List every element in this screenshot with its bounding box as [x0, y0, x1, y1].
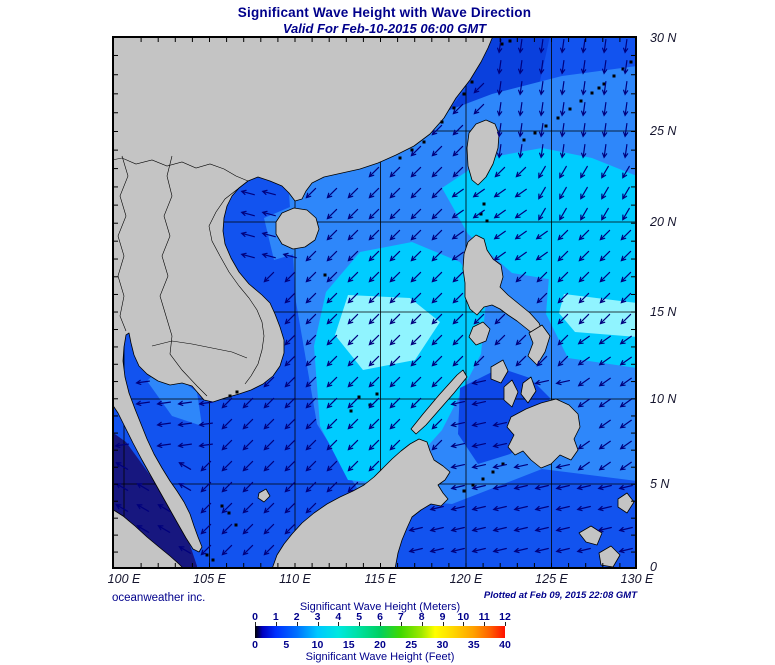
lon-label: 105 E: [193, 572, 226, 586]
legend-meters-tick: 3: [314, 611, 321, 623]
legend-feet-tick: 35: [467, 639, 480, 651]
legend-feet-tick: 20: [374, 639, 386, 651]
legend-tickmarks: [255, 622, 506, 626]
lon-label: 130 E: [620, 572, 654, 586]
lat-label: 10 N: [650, 392, 677, 406]
legend-meters-tick: 0: [252, 611, 258, 623]
legend-meters-tick: 1: [272, 611, 279, 623]
legend-meters-tick: 10: [457, 611, 470, 623]
credits-text: oceanweather inc.: [112, 592, 206, 604]
map-canvas: [112, 36, 637, 569]
legend-meters-tick: 2: [293, 611, 300, 623]
legend-feet-label: Significant Wave Height (Feet): [305, 651, 455, 663]
legend-meters-label: Significant Wave Height (Meters): [299, 601, 461, 613]
page-title: Significant Wave Height with Wave Direct…: [237, 5, 532, 20]
page-subtitle: Valid For Feb-10-2015 06:00 GMT: [282, 21, 487, 36]
legend-meters-tick: 6: [377, 611, 383, 623]
legend-feet-tick: 25: [405, 639, 418, 651]
legend-meters-tick: 4: [335, 611, 342, 623]
legend-feet-tick: 0: [252, 639, 258, 651]
lon-label: 110 E: [279, 572, 311, 586]
legend-feet-tick: 40: [499, 639, 511, 651]
legend-feet-tick: 5: [283, 639, 290, 651]
lat-label: 20 N: [650, 215, 677, 229]
lon-label: 100 E: [107, 572, 141, 586]
plotted-timestamp: Plotted at Feb 09, 2015 22:08 GMT: [483, 590, 637, 601]
lat-label: 0: [650, 560, 657, 574]
lon-label: 115 E: [364, 572, 397, 586]
map-area: [112, 36, 637, 569]
legend-feet-tick: 30: [436, 639, 449, 651]
legend-meters-tick: 12: [499, 611, 511, 623]
legend-meters-tick: 8: [418, 611, 425, 623]
legend-meters-tick: 5: [356, 611, 363, 623]
legend-feet-tick: 10: [311, 639, 324, 651]
lon-label: 125 E: [535, 572, 568, 586]
lon-label: 120 E: [449, 572, 483, 586]
legend-colorbar: [255, 626, 505, 638]
chart-header: Significant Wave Height with Wave Direct…: [112, 5, 657, 36]
legend-meters-tick: 9: [439, 611, 446, 623]
lat-label: 15 N: [650, 305, 677, 319]
legend-feet-tick: 15: [342, 639, 355, 651]
legend-meters-tick: 7: [397, 611, 404, 623]
lat-label: 5 N: [650, 477, 670, 491]
lat-label: 25 N: [650, 124, 677, 138]
lat-label: 30 N: [650, 31, 677, 45]
legend-meters-tick: 11: [478, 611, 490, 623]
